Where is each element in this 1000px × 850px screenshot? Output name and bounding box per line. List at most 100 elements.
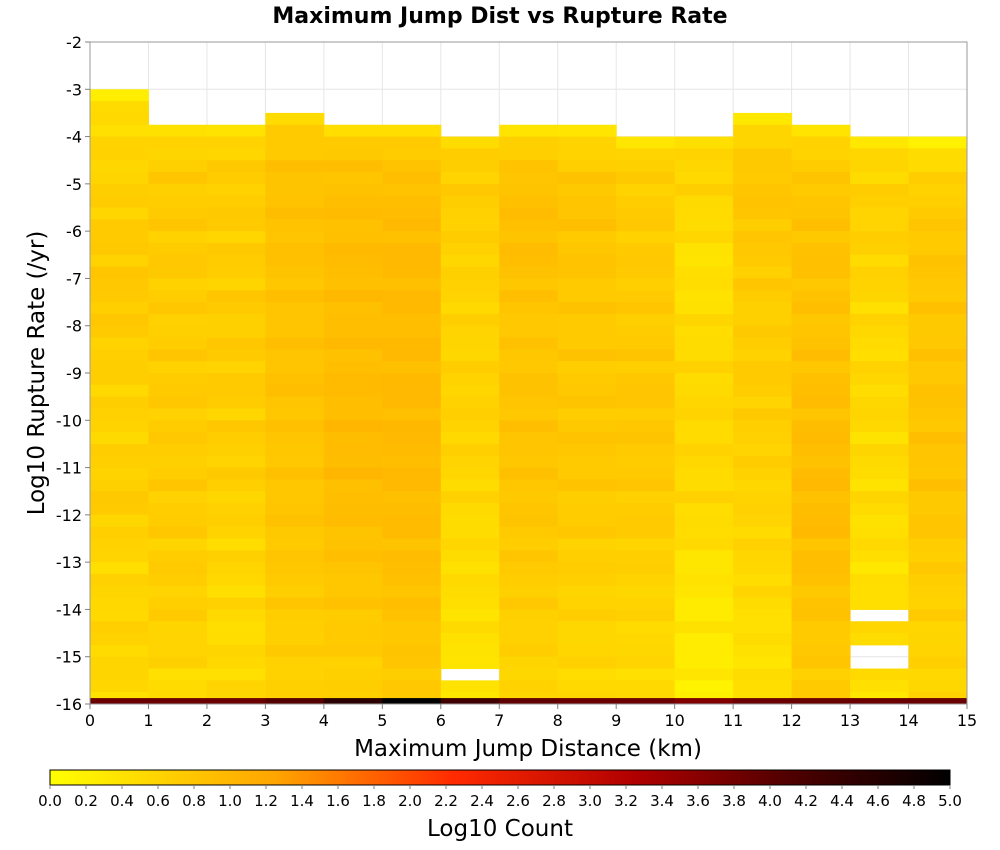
heatmap-cell [850, 231, 910, 244]
heatmap-cell [148, 266, 208, 279]
heatmap-cell [440, 290, 500, 303]
heatmap-cell [850, 337, 910, 350]
heatmap-cell [674, 420, 734, 433]
heatmap-cell [499, 432, 559, 445]
heatmap-cell [382, 644, 442, 658]
heatmap-cell [323, 183, 383, 197]
heatmap-cell [499, 361, 559, 374]
heatmap-cell [908, 349, 968, 362]
heatmap-cell [850, 550, 910, 563]
heatmap-cell [616, 183, 676, 197]
heatmap-cell [382, 373, 442, 386]
heatmap-cell [674, 503, 734, 516]
heatmap-cell [791, 656, 851, 670]
heatmap-cell [908, 290, 968, 303]
heatmap-cell [908, 384, 968, 398]
heatmap-cell [440, 254, 500, 268]
heatmap-cell [90, 443, 149, 457]
heatmap-cell [850, 278, 910, 291]
heatmap-cell [382, 420, 442, 433]
heatmap-cell [323, 491, 383, 504]
heatmap-cell [382, 313, 442, 327]
heatmap-cell [733, 124, 793, 138]
heatmap-cell [382, 680, 442, 693]
heatmap-cell [908, 325, 968, 339]
heatmap-cell [440, 349, 500, 362]
heatmap-cell [148, 420, 208, 433]
heatmap-cell [674, 443, 734, 457]
colorbar-tick-label: 0.0 [38, 792, 62, 810]
heatmap-cell [148, 302, 208, 315]
heatmap-cell [733, 633, 793, 646]
heatmap-cell [791, 136, 851, 149]
heatmap-cell [148, 396, 208, 409]
heatmap-cell [323, 633, 383, 646]
heatmap-cell [850, 136, 910, 149]
x-tick-label: 14 [898, 711, 918, 730]
heatmap-cell [733, 562, 793, 575]
heatmap-cell [733, 325, 793, 339]
heatmap-cell [674, 562, 734, 575]
heatmap-cell [674, 349, 734, 362]
heatmap-cell [499, 479, 559, 492]
heatmap-cell [323, 207, 383, 220]
heatmap-cell [499, 585, 559, 599]
heatmap-cell [499, 254, 559, 268]
y-tick-label: -10 [56, 411, 82, 430]
heatmap-cell [850, 361, 910, 374]
heatmap-cell [557, 479, 617, 492]
heatmap-cell [908, 455, 968, 469]
heatmap-cell [557, 514, 617, 528]
heatmap-cell [908, 396, 968, 409]
heatmap-cell [733, 550, 793, 563]
heatmap-cell [908, 373, 968, 386]
heatmap-cell [90, 538, 149, 551]
heatmap-cell [382, 278, 442, 291]
heatmap-cell [440, 231, 500, 244]
heatmap-cell [90, 148, 149, 161]
heatmap-cell [440, 361, 500, 374]
heatmap-cell [265, 384, 325, 398]
heatmap-cell [908, 160, 968, 173]
heatmap-cell [382, 396, 442, 409]
heatmap-cell [557, 621, 617, 634]
heatmap-cell-bottom [323, 698, 383, 704]
heatmap-cell [850, 290, 910, 303]
heatmap-cell [382, 573, 442, 587]
heatmap-cell [850, 455, 910, 469]
heatmap-cell [908, 503, 968, 516]
heatmap-cell [148, 621, 208, 634]
heatmap-cell [265, 396, 325, 409]
heatmap-cell [850, 408, 910, 421]
heatmap-cell [674, 373, 734, 386]
heatmap-cell [440, 207, 500, 220]
heatmap-cell [557, 680, 617, 693]
heatmap-cell [206, 455, 266, 469]
heatmap-cell [148, 432, 208, 445]
x-tick-label: 8 [553, 711, 563, 730]
heatmap-cell [206, 361, 266, 374]
heatmap-cell [90, 656, 149, 670]
heatmap-cell [733, 219, 793, 232]
heatmap-cell [323, 609, 383, 622]
heatmap-cell [908, 656, 968, 670]
heatmap-cell [499, 325, 559, 339]
heatmap-cell [323, 550, 383, 563]
heatmap-cell [908, 585, 968, 599]
heatmap-cell [674, 302, 734, 315]
heatmap-cell [323, 195, 383, 208]
heatmap-cell [908, 597, 968, 610]
heatmap-cell [499, 337, 559, 350]
heatmap-cell [733, 396, 793, 409]
heatmap-cell [557, 160, 617, 173]
heatmap-cell [616, 231, 676, 244]
heatmap-cell [791, 550, 851, 563]
heatmap-cell [382, 597, 442, 610]
heatmap-cell [850, 254, 910, 268]
heatmap-cell [674, 621, 734, 634]
heatmap-cell [733, 609, 793, 622]
heatmap-cell [557, 278, 617, 291]
heatmap-cell [90, 609, 149, 622]
heatmap-cell [616, 384, 676, 398]
heatmap-cell [206, 313, 266, 327]
